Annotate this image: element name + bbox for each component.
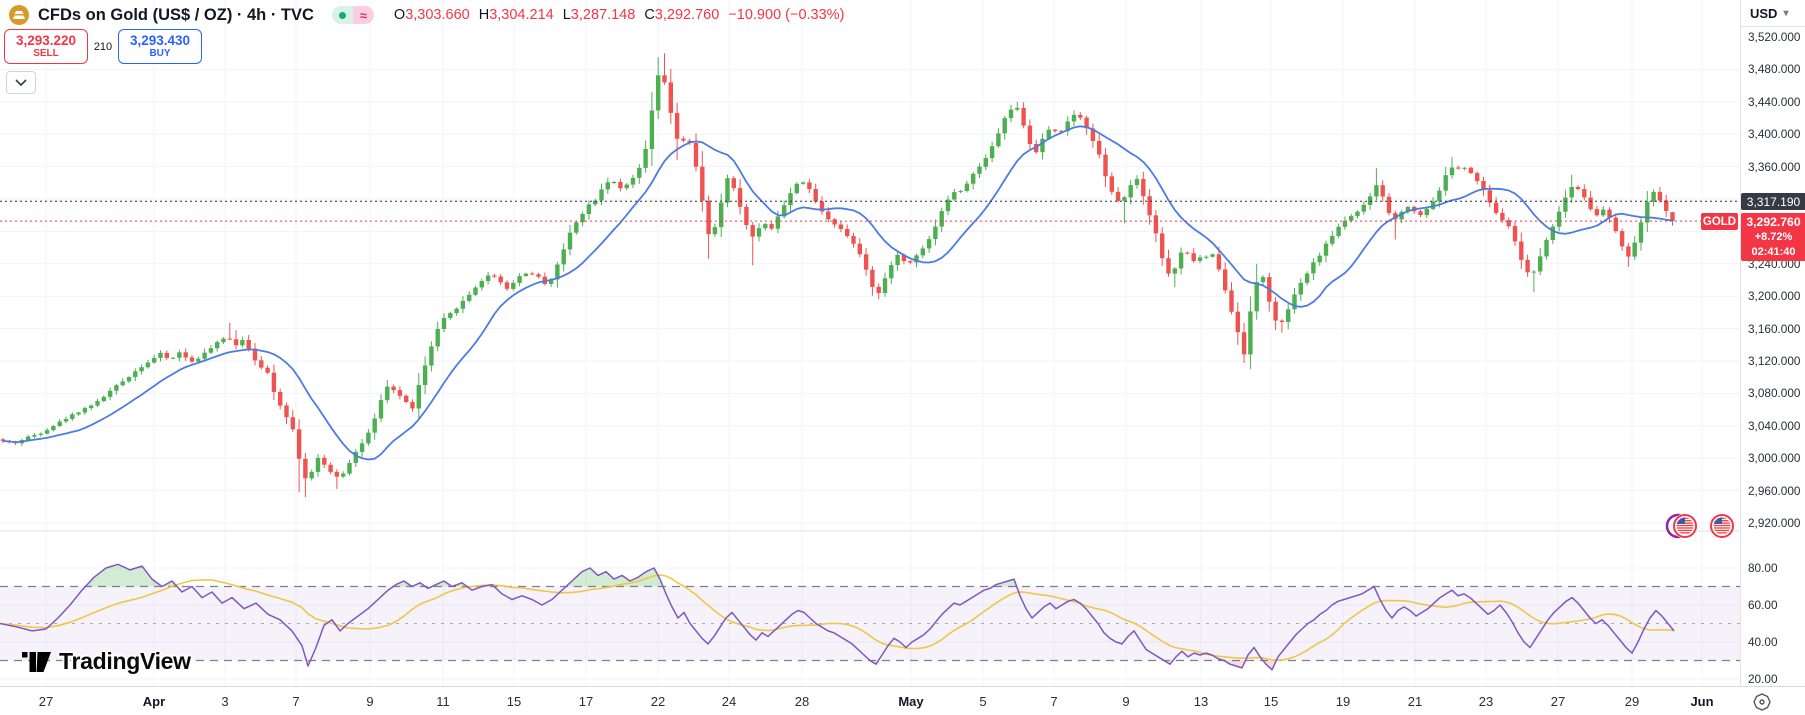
spread-value: 210 bbox=[93, 40, 113, 53]
rsi-tick: 20.00 bbox=[1748, 672, 1778, 686]
time-tick: 28 bbox=[794, 694, 810, 709]
chart-header: CFDs on Gold (US$ / OZ) · 4h · TVC ≈ O3,… bbox=[8, 4, 844, 26]
collapse-trade-panel-button[interactable] bbox=[6, 71, 36, 94]
time-tick: 27 bbox=[1550, 694, 1566, 709]
last-price-label: 3,292.760 +8.72% 02:41:40 bbox=[1741, 213, 1805, 262]
time-tick: 5 bbox=[979, 694, 987, 709]
price-tick: 3,080.000 bbox=[1748, 386, 1801, 401]
trade-buttons: 3,293.220 SELL 210 3,293.430 BUY bbox=[4, 29, 202, 64]
price-tick: 3,120.000 bbox=[1748, 354, 1801, 368]
time-tick: 15 bbox=[506, 694, 522, 709]
open-value: 3,303.660 bbox=[405, 7, 470, 23]
price-tick: 3,040.000 bbox=[1748, 418, 1801, 433]
time-tick: 29 bbox=[1624, 694, 1640, 709]
price-tick: 3,520.000 bbox=[1748, 30, 1801, 44]
gold-symbol-icon bbox=[9, 5, 29, 25]
time-tick: May bbox=[898, 694, 924, 709]
candlestick-chart-canvas[interactable] bbox=[0, 0, 1740, 686]
chevron-down-icon: ▾ bbox=[1783, 7, 1789, 19]
time-tick: 22 bbox=[650, 694, 666, 709]
market-open-dot-icon bbox=[331, 6, 353, 24]
price-tick: 2,960.000 bbox=[1748, 483, 1801, 498]
time-tick: Jun bbox=[1690, 694, 1714, 709]
tradingview-logo-icon bbox=[22, 651, 51, 672]
price-tick: 3,360.000 bbox=[1748, 159, 1801, 174]
watermark-text: TradingView bbox=[59, 648, 191, 674]
rsi-tick: 80.00 bbox=[1748, 561, 1778, 575]
change-percent: +8.72% bbox=[1754, 231, 1793, 244]
time-tick: 15 bbox=[1263, 694, 1279, 709]
currency-label: USD bbox=[1750, 5, 1778, 21]
time-tick: 7 bbox=[1050, 694, 1058, 709]
close-value: 3,292.760 bbox=[654, 7, 720, 23]
chevron-down-icon bbox=[15, 79, 27, 86]
time-tick: 24 bbox=[721, 694, 737, 709]
black-price-label: 3,317.190 bbox=[1741, 193, 1805, 211]
chart-plot-area[interactable]: CFDs on Gold (US$ / OZ) · 4h · TVC ≈ O3,… bbox=[0, 0, 1740, 686]
rsi-tick: 40.00 bbox=[1748, 635, 1778, 649]
sell-button[interactable]: 3,293.220 SELL bbox=[4, 29, 88, 64]
time-tick: 27 bbox=[38, 694, 54, 709]
time-tick: 13 bbox=[1193, 694, 1209, 709]
time-tick: 9 bbox=[1122, 694, 1130, 709]
time-tick: 9 bbox=[366, 694, 374, 709]
time-axis[interactable]: 27 Apr 3 7 9 11 15 17 22 24 28 May 5 7 9 13 15 19 21 23 27 29… bbox=[0, 686, 1805, 715]
axis-settings-gear-icon[interactable] bbox=[1752, 692, 1772, 712]
symbol-title[interactable]: CFDs on Gold (US$ / OZ) · 4h · TVC bbox=[38, 5, 314, 24]
ohlc-readout: O3,303.660 H3,304.214 L3,287.148 C3,292.… bbox=[393, 7, 845, 23]
time-tick: Apr bbox=[142, 694, 166, 709]
tradingview-watermark: TradingView bbox=[22, 648, 191, 675]
buy-button[interactable]: 3,293.430 BUY bbox=[118, 29, 202, 64]
price-tick: 3,480.000 bbox=[1748, 62, 1801, 77]
price-tick: 3,400.000 bbox=[1748, 127, 1801, 142]
price-tick: 3,200.000 bbox=[1748, 289, 1801, 304]
price-tick: 2,920.000 bbox=[1748, 516, 1801, 530]
market-status-capsule[interactable]: ≈ bbox=[331, 6, 374, 24]
time-tick: 17 bbox=[578, 694, 594, 709]
time-tick: 3 bbox=[221, 694, 229, 709]
time-tick: 19 bbox=[1335, 694, 1351, 709]
time-tick: 23 bbox=[1478, 694, 1494, 709]
time-tick: 7 bbox=[292, 694, 300, 709]
time-tick: 21 bbox=[1407, 694, 1423, 709]
currency-selector[interactable]: USD ▾ bbox=[1741, 0, 1805, 27]
change-value: −10.900 (−0.33%) bbox=[728, 7, 845, 23]
low-value: 3,287.148 bbox=[570, 7, 636, 23]
time-tick: 11 bbox=[436, 694, 450, 709]
price-scale[interactable]: USD ▾ 3,520.000 3,480.000 3,440.000 3,400.0… bbox=[1740, 0, 1805, 686]
price-tick: 3,440.000 bbox=[1748, 94, 1801, 109]
high-value: 3,304.214 bbox=[489, 7, 554, 23]
approx-data-icon: ≈ bbox=[352, 6, 374, 24]
price-tick: 3,160.000 bbox=[1748, 321, 1801, 336]
rsi-tick: 60.00 bbox=[1748, 598, 1778, 612]
bar-countdown: 02:41:40 bbox=[1751, 246, 1796, 259]
price-tick: 3,000.000 bbox=[1748, 451, 1801, 466]
gold-price-line-tag: GOLD bbox=[1701, 213, 1738, 231]
